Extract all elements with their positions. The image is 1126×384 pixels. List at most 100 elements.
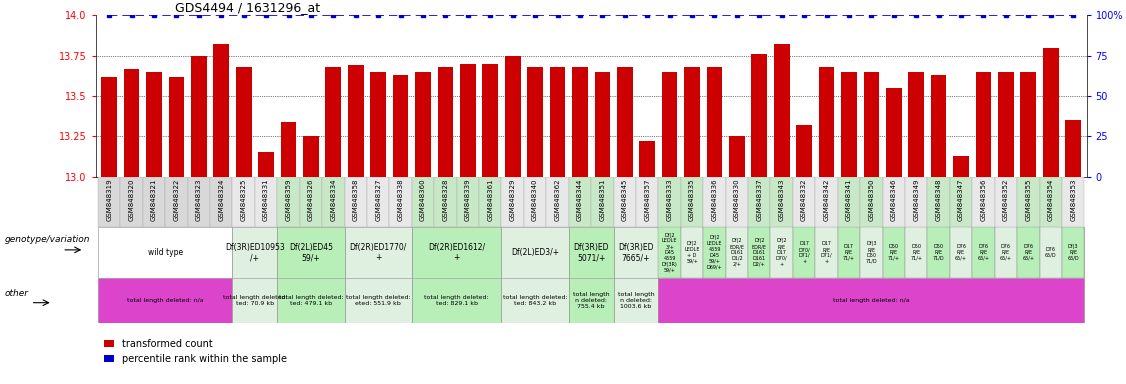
Text: D76
R/E
65/+: D76 R/E 65/+ xyxy=(1000,244,1012,261)
Bar xyxy=(886,88,902,177)
Text: total length deleted:
ted: 829.1 kb: total length deleted: ted: 829.1 kb xyxy=(425,295,489,306)
Text: D17
D70/
D71/
+: D17 D70/ D71/ + xyxy=(798,241,810,264)
Bar xyxy=(864,72,879,177)
Text: Df(2
LEDLE
+ D
59/+: Df(2 LEDLE + D 59/+ xyxy=(685,241,699,264)
Bar xyxy=(729,136,744,177)
Bar xyxy=(1020,72,1036,177)
Bar xyxy=(345,227,412,278)
Text: Df(3R)ED10953
/+: Df(3R)ED10953 /+ xyxy=(225,243,285,262)
Text: Df(3R)ED
5071/+: Df(3R)ED 5071/+ xyxy=(573,243,609,262)
Text: total length deleted:
ted: 70.9 kb: total length deleted: ted: 70.9 kb xyxy=(223,295,287,306)
Text: GSM848343: GSM848343 xyxy=(779,178,785,221)
Bar xyxy=(954,156,968,177)
Text: wild type: wild type xyxy=(148,248,182,257)
Bar xyxy=(524,177,546,227)
Bar xyxy=(751,54,767,177)
Text: D17
R/E
D71/
+: D17 R/E D71/ + xyxy=(821,241,832,264)
Bar xyxy=(277,278,345,323)
Bar xyxy=(482,64,498,177)
Text: Df(3
R/E
65/D: Df(3 R/E 65/D xyxy=(1067,244,1079,261)
Bar xyxy=(595,72,610,177)
Text: Df(2R)ED1612/
+: Df(2R)ED1612/ + xyxy=(428,243,485,262)
Text: total length
n deleted:
755.4 kb: total length n deleted: 755.4 kb xyxy=(573,292,609,309)
Text: GSM848358: GSM848358 xyxy=(352,178,359,221)
Bar xyxy=(527,67,543,177)
Text: GSM848353: GSM848353 xyxy=(1070,178,1076,221)
Bar xyxy=(662,72,678,177)
Bar xyxy=(704,227,725,278)
Bar xyxy=(838,177,860,227)
Bar xyxy=(232,278,277,323)
Bar xyxy=(572,67,588,177)
Bar xyxy=(1017,227,1039,278)
Text: total length deleted: n/a: total length deleted: n/a xyxy=(833,298,910,303)
Bar xyxy=(479,177,501,227)
Bar xyxy=(770,227,793,278)
Bar xyxy=(841,72,857,177)
Bar xyxy=(994,177,1017,227)
Text: D50
R/E
71/D: D50 R/E 71/D xyxy=(932,244,945,261)
Bar xyxy=(143,177,166,227)
Text: Df(2L)ED3/+: Df(2L)ED3/+ xyxy=(511,248,560,257)
Bar xyxy=(774,45,789,177)
Text: GSM848332: GSM848332 xyxy=(801,178,807,221)
Text: GSM848341: GSM848341 xyxy=(846,178,852,221)
Bar xyxy=(681,227,704,278)
Bar xyxy=(1039,177,1062,227)
Text: GSM848360: GSM848360 xyxy=(420,178,426,221)
Text: D76
R/E
65/+: D76 R/E 65/+ xyxy=(977,244,990,261)
Bar xyxy=(345,177,367,227)
Text: D50
R/E
71/+: D50 R/E 71/+ xyxy=(887,244,900,261)
Text: Df(2R)ED1770/
+: Df(2R)ED1770/ + xyxy=(349,243,406,262)
Bar xyxy=(1039,227,1062,278)
Text: GSM848350: GSM848350 xyxy=(868,178,875,221)
Text: GSM848337: GSM848337 xyxy=(757,178,762,221)
Bar xyxy=(98,227,232,278)
Bar xyxy=(254,177,277,227)
Bar xyxy=(120,177,143,227)
Bar xyxy=(994,227,1017,278)
Bar xyxy=(504,56,520,177)
Text: GSM848357: GSM848357 xyxy=(644,178,650,221)
Bar xyxy=(883,177,905,227)
Bar xyxy=(614,278,659,323)
Bar xyxy=(636,177,659,227)
Text: D50
R/E
71/+: D50 R/E 71/+ xyxy=(910,244,922,261)
Bar xyxy=(1065,120,1081,177)
Bar xyxy=(300,177,322,227)
Text: GSM848351: GSM848351 xyxy=(599,178,606,221)
Bar xyxy=(707,67,722,177)
Bar xyxy=(796,125,812,177)
Bar xyxy=(280,122,296,177)
Bar xyxy=(819,67,834,177)
Bar xyxy=(815,177,838,227)
Bar xyxy=(412,177,435,227)
Bar xyxy=(685,67,700,177)
Bar xyxy=(370,72,386,177)
Bar xyxy=(348,65,364,177)
Bar xyxy=(435,177,457,227)
Text: GSM848329: GSM848329 xyxy=(510,178,516,221)
Text: GDS4494 / 1631296_at: GDS4494 / 1631296_at xyxy=(175,1,320,14)
Text: GSM848333: GSM848333 xyxy=(667,178,672,221)
Text: GSM848359: GSM848359 xyxy=(286,178,292,221)
Bar xyxy=(98,278,232,323)
Text: GSM848321: GSM848321 xyxy=(151,178,157,221)
Text: Df(3
R/E
D50
71/D: Df(3 R/E D50 71/D xyxy=(866,241,877,264)
Bar xyxy=(277,177,300,227)
Text: D17
R/E
71/+: D17 R/E 71/+ xyxy=(843,244,855,261)
Bar xyxy=(815,227,838,278)
Bar xyxy=(101,77,117,177)
Text: Df(2
EDR/E
D161
D161
D2/+: Df(2 EDR/E D161 D161 D2/+ xyxy=(752,238,767,266)
Text: GSM848328: GSM848328 xyxy=(443,178,448,221)
Text: total length deleted: n/a: total length deleted: n/a xyxy=(127,298,204,303)
Bar xyxy=(211,177,232,227)
Text: GSM848342: GSM848342 xyxy=(823,178,830,220)
Bar xyxy=(214,45,229,177)
Bar xyxy=(501,278,569,323)
Text: GSM848334: GSM848334 xyxy=(330,178,337,221)
Text: GSM848325: GSM848325 xyxy=(241,178,247,220)
Bar xyxy=(367,177,390,227)
Text: GSM848338: GSM848338 xyxy=(397,178,403,221)
Text: GSM848326: GSM848326 xyxy=(307,178,314,221)
